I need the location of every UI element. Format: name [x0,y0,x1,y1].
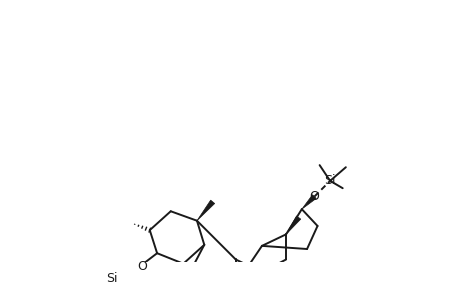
Polygon shape [285,216,300,234]
Text: Si: Si [106,272,118,285]
Text: Si: Si [324,174,335,188]
Polygon shape [301,195,315,209]
Polygon shape [196,200,214,221]
Text: O: O [309,190,319,203]
Text: O: O [137,260,147,273]
